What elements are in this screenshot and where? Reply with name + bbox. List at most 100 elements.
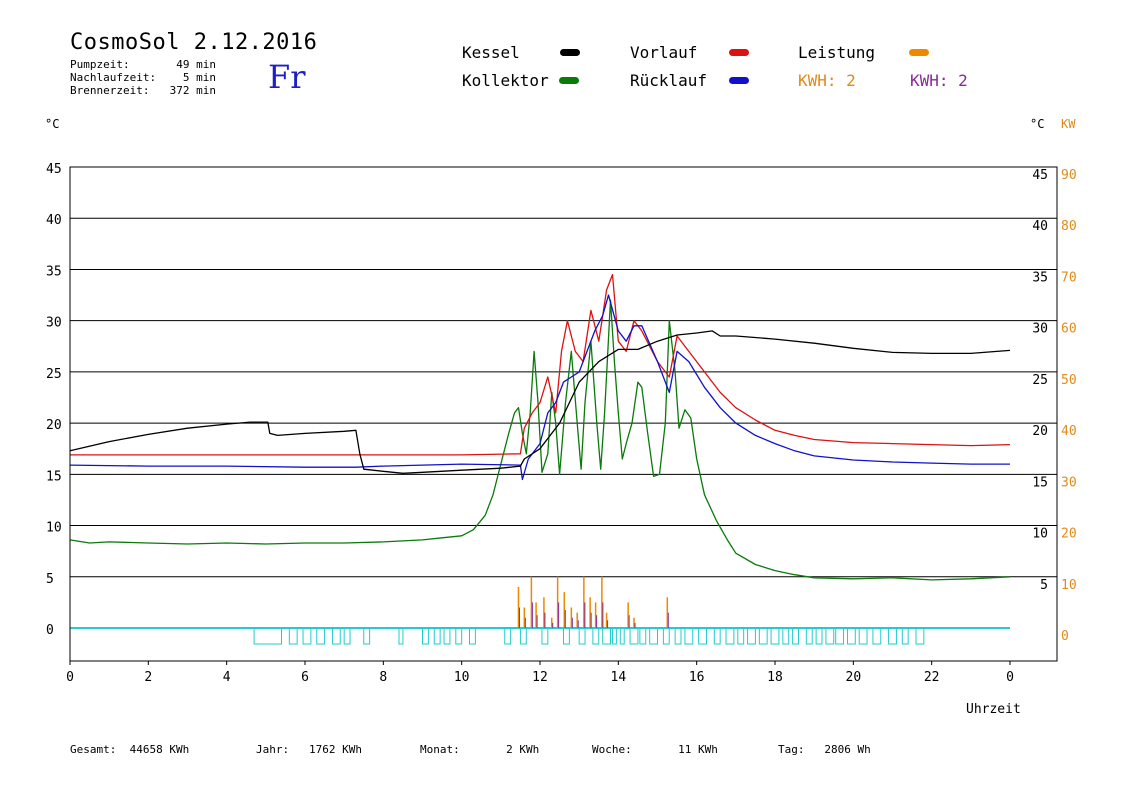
- runtime-info: Pumpzeit: 49 min Nachlaufzeit: 5 min Bre…: [70, 58, 216, 97]
- kwh-purple-label: KWH: 2: [910, 71, 968, 90]
- kw-tick-label: 60: [1061, 322, 1077, 337]
- y-tick-label: 20: [46, 418, 62, 433]
- series-lines: [69, 273, 1011, 581]
- pump-activity: [70, 627, 1010, 645]
- legend-kessel-swatch: [559, 49, 580, 56]
- pump-run-segment: [363, 627, 371, 645]
- chart-grid: [70, 166, 1057, 578]
- pump-run-segment: [316, 627, 326, 645]
- pump-run-segment: [713, 627, 721, 645]
- pump-run-segment: [422, 627, 429, 645]
- legend-leistung-label: Leistung: [798, 43, 876, 62]
- legend-vorlauf: Vorlauf: [630, 43, 750, 62]
- tag-label: Tag:: [778, 743, 805, 756]
- series-line-kessel: [69, 330, 1011, 474]
- y-tick-label: 25: [46, 367, 62, 382]
- right-unit-label: °C: [1030, 117, 1045, 131]
- pump-run-segment: [443, 627, 451, 645]
- pump-run-segment: [915, 627, 925, 645]
- pump-run-segment: [578, 627, 586, 645]
- x-tick-label: 8: [379, 670, 387, 685]
- right-kw-unit-label: KW: [1061, 117, 1076, 131]
- pump-run-segment: [825, 627, 835, 645]
- left-unit-label: °C: [45, 117, 60, 131]
- pump-run-segment: [611, 627, 617, 645]
- pump-run-segment: [288, 627, 298, 645]
- y-tick-label: 10: [46, 521, 62, 536]
- pump-run-segment: [398, 627, 404, 645]
- kwh-orange-label: KWH: 2: [798, 71, 856, 90]
- pump-run-segment: [747, 627, 756, 645]
- legend-kessel-label: Kessel: [462, 43, 520, 62]
- woche-value: 11 KWh: [678, 743, 718, 756]
- kw-tick-label: 20: [1061, 527, 1077, 542]
- jahr-label: Jahr:: [256, 743, 290, 756]
- plot-frame: [69, 166, 1058, 662]
- afterrun-time-value: 5 min: [182, 71, 216, 84]
- legend-kollektor-label: Kollektor: [462, 71, 549, 90]
- pump-run-segment: [725, 627, 735, 645]
- monat-label: Monat:: [420, 743, 460, 756]
- legend-kollektor-swatch: [558, 77, 579, 84]
- x-tick-label: 4: [223, 670, 231, 685]
- y2-tick-label: 20: [1032, 424, 1048, 439]
- x-tick-label: 14: [611, 670, 627, 685]
- y-tick-label: 40: [46, 213, 62, 228]
- pump-run-segment: [858, 627, 868, 645]
- x-tick-label: 0: [66, 670, 74, 685]
- x-tick-label: 10: [454, 670, 470, 685]
- pump-run-segment: [455, 627, 463, 645]
- pump-time-label: Pumpzeit:: [70, 58, 130, 71]
- power-spikes: [517, 576, 669, 628]
- pump-run-segment: [519, 627, 527, 645]
- pump-run-segment: [433, 627, 441, 645]
- gesamt-value: 44658 KWh: [129, 743, 190, 756]
- pump-run-segment: [805, 627, 813, 645]
- pump-run-segment: [846, 627, 856, 645]
- x-tick-label: 22: [924, 670, 940, 685]
- footer-woche: Woche: 11 KWh: [592, 743, 718, 756]
- y-tick-label: 30: [46, 316, 62, 331]
- legend-kollektor: Kollektor: [462, 71, 579, 90]
- footer-gesamt: Gesamt: 44658 KWh: [70, 743, 189, 756]
- pump-run-segment: [504, 627, 512, 645]
- legend-leistung-swatch: [909, 49, 930, 56]
- y2-tick-label: 30: [1032, 322, 1048, 337]
- monat-value: 2 KWh: [506, 743, 540, 756]
- burner-time-label: Brennerzeit:: [70, 84, 150, 97]
- y2-tick-label: 25: [1032, 373, 1048, 388]
- footer-monat: Monat: 2 KWh: [420, 743, 539, 756]
- y-tick-label: 35: [46, 264, 62, 279]
- afterrun-time-row: Nachlaufzeit: 5 min: [70, 71, 216, 84]
- pump-run-segment: [343, 627, 351, 645]
- pump-run-segment: [835, 627, 845, 645]
- pump-run-segment: [698, 627, 707, 645]
- woche-label: Woche:: [592, 743, 632, 756]
- weekday-label: Fr: [268, 58, 306, 96]
- x-tick-label: 0: [1006, 670, 1014, 685]
- burner-time-value: 372 min: [169, 84, 216, 97]
- kw-tick-label: 10: [1061, 578, 1077, 593]
- footer-tag: Tag: 2806 Wh: [778, 743, 871, 756]
- pump-run-segment: [872, 627, 882, 645]
- pump-run-segment: [737, 627, 745, 645]
- legend-kwh-orange: KWH: 2: [798, 71, 856, 90]
- legend-ruecklauf: Rücklauf: [630, 71, 750, 90]
- pump-time-row: Pumpzeit: 49 min: [70, 58, 216, 71]
- x-tick-label: 20: [846, 670, 862, 685]
- kw-tick-label: 70: [1061, 270, 1077, 285]
- x-tick-label: 18: [767, 670, 783, 685]
- pump-run-segment: [302, 627, 312, 645]
- legend-vorlauf-label: Vorlauf: [630, 43, 698, 62]
- legend-ruecklauf-label: Rücklauf: [630, 71, 708, 90]
- kw-tick-label: 50: [1061, 373, 1077, 388]
- legend-ruecklauf-swatch: [729, 77, 750, 84]
- pump-run-segment: [563, 627, 570, 645]
- kw-tick-label: 30: [1061, 475, 1077, 490]
- footer-jahr: Jahr: 1762 KWh: [256, 743, 362, 756]
- pump-run-segment: [253, 627, 282, 645]
- pump-run-segment: [782, 627, 790, 645]
- series-line-ruecklauf: [69, 294, 1010, 481]
- pump-run-segment: [602, 627, 612, 645]
